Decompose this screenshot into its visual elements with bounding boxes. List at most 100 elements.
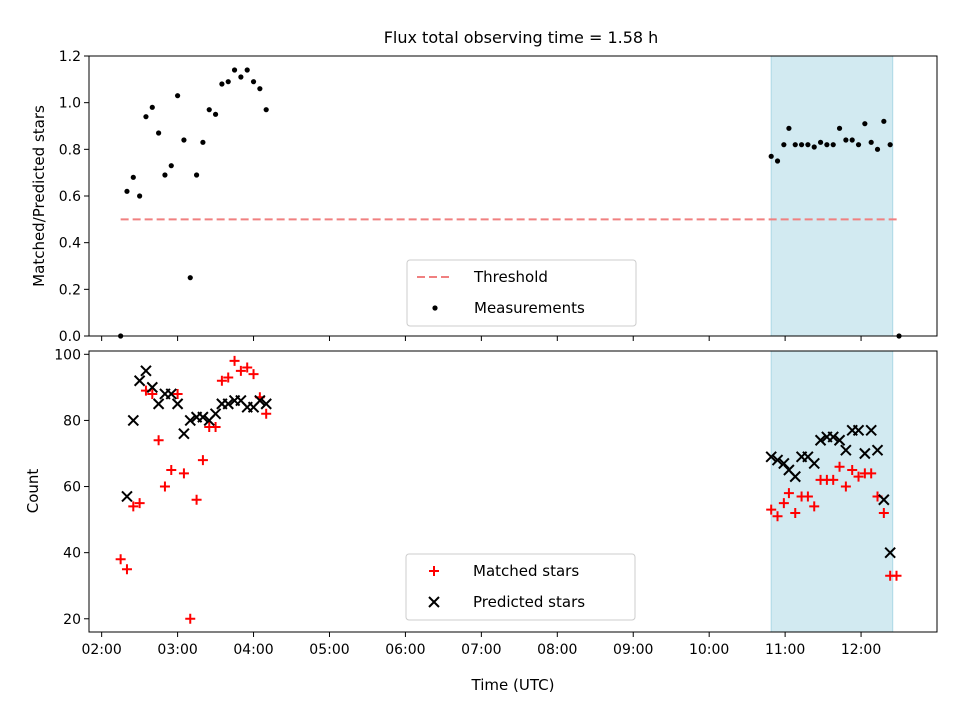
measurement-point	[836, 125, 843, 131]
measurement-point	[225, 79, 231, 85]
y-tick-label: 0.0	[59, 329, 81, 345]
matched-star-point	[866, 468, 877, 479]
matched-star-point	[147, 388, 158, 399]
measurement-point	[231, 67, 238, 73]
matched-star-point	[229, 355, 240, 366]
bottom-panel: 20 40 60 80 100 02:00 03:00 04:00 05:00 06:00 07:0…	[24, 347, 938, 694]
measurement-point	[193, 172, 200, 178]
predicted-star-point	[859, 447, 871, 460]
predicted-star-point	[146, 381, 158, 394]
y-tick-label: 60	[63, 480, 81, 496]
x-tick-label: 06:00	[385, 642, 425, 658]
measurement-point	[887, 142, 893, 148]
markers	[115, 355, 902, 624]
measurement-point	[774, 158, 781, 164]
predicted-star-point	[178, 427, 190, 440]
x-axis-label: Time (UTC)	[471, 676, 555, 694]
predicted-star-point	[209, 408, 222, 420]
measurement-point	[168, 163, 174, 169]
predicted-star-point	[133, 375, 146, 387]
observing-window	[770, 55, 894, 337]
x-tick-label: 11:00	[765, 642, 805, 658]
predicted-star-point	[833, 434, 846, 446]
legend-predicted-swatch	[428, 596, 440, 608]
legend: Threshold Measurements	[406, 259, 637, 327]
legend: Matched stars Predicted stars	[405, 553, 636, 621]
measurement-point	[805, 142, 811, 148]
measurement-point	[219, 81, 225, 87]
legend-box	[406, 259, 637, 327]
measurement-point	[881, 118, 887, 124]
predicted-star-point	[184, 414, 196, 427]
predicted-star-point	[260, 398, 272, 410]
matched-star-point	[772, 511, 783, 522]
measurement-point	[843, 137, 849, 143]
y-axis-label: Count	[24, 469, 42, 514]
predicted-star-point	[789, 470, 801, 483]
legend-measurement-swatch	[432, 305, 438, 311]
measurement-point	[181, 137, 187, 143]
matched-star-point	[153, 435, 164, 446]
predicted-star-point	[771, 454, 784, 466]
matched-star-point	[166, 465, 177, 476]
y-tick-label: 100	[54, 347, 81, 363]
measurement-point	[786, 125, 792, 131]
matched-star-point	[235, 365, 246, 376]
matched-star-point	[242, 362, 253, 373]
predicted-star-point	[765, 451, 777, 463]
x-tick-label: 12:00	[841, 642, 881, 658]
measurement-point	[781, 142, 787, 148]
x-tick-label: 05:00	[309, 642, 349, 658]
x-tick-label: 08:00	[537, 642, 577, 658]
predicted-star-point	[884, 546, 896, 559]
matched-star-point	[159, 481, 170, 492]
y-tick-label: 1.2	[59, 49, 81, 65]
measurement-point	[792, 142, 798, 148]
legend-box	[405, 553, 636, 621]
measurement-point	[263, 107, 269, 113]
legend-label: Predicted stars	[473, 593, 585, 611]
matched-star-point	[216, 375, 227, 386]
x-tick-label: 02:00	[81, 642, 121, 658]
y-tick-label: 1.0	[59, 96, 81, 112]
y-tick-label: 0.8	[59, 142, 81, 158]
measurement-point	[130, 174, 136, 180]
matched-star-point	[185, 613, 196, 624]
measurement-point	[868, 139, 874, 145]
chart-title: Flux total observing time = 1.58 h	[384, 28, 659, 47]
predicted-star-point	[878, 494, 890, 506]
measurement-point	[143, 114, 149, 120]
measurement-point	[862, 121, 868, 127]
matched-star-point	[128, 501, 139, 512]
matched-star-point	[223, 372, 234, 383]
legend-matched-swatch	[429, 566, 439, 576]
matched-star-point	[197, 455, 208, 466]
predicted-star-point	[197, 411, 209, 423]
measurement-point	[174, 93, 181, 99]
y-axis-label: Matched/Predicted stars	[30, 105, 48, 287]
y-tick-label: 0.4	[59, 236, 81, 252]
x-tick-label: 10:00	[689, 642, 729, 658]
x-tick-label: 03:00	[157, 642, 197, 658]
matched-star-point	[210, 422, 221, 433]
measurement-point	[257, 86, 263, 92]
measurement-point	[124, 188, 130, 194]
measurement-point	[817, 139, 824, 145]
matched-star-point	[172, 388, 183, 399]
measurement-point	[187, 275, 193, 281]
measurement-point	[149, 104, 155, 110]
matched-star-point	[261, 408, 272, 419]
predicted-star-point	[865, 424, 877, 437]
matched-star-point	[778, 498, 789, 509]
predicted-star-point	[808, 457, 820, 470]
measurement-point	[798, 142, 805, 148]
matched-star-point	[828, 474, 839, 485]
matched-star-point	[853, 471, 864, 482]
measurement-point	[849, 137, 855, 143]
y-tick-label: 80	[63, 413, 81, 429]
matched-star-point	[809, 501, 820, 512]
measurement-point	[811, 144, 817, 150]
matched-star-point	[878, 507, 889, 518]
markers	[118, 67, 902, 339]
top-panel: 0.0 0.2 0.4 0.6 0.8 1.0 1.2 Matched/Predicted s…	[30, 49, 938, 345]
